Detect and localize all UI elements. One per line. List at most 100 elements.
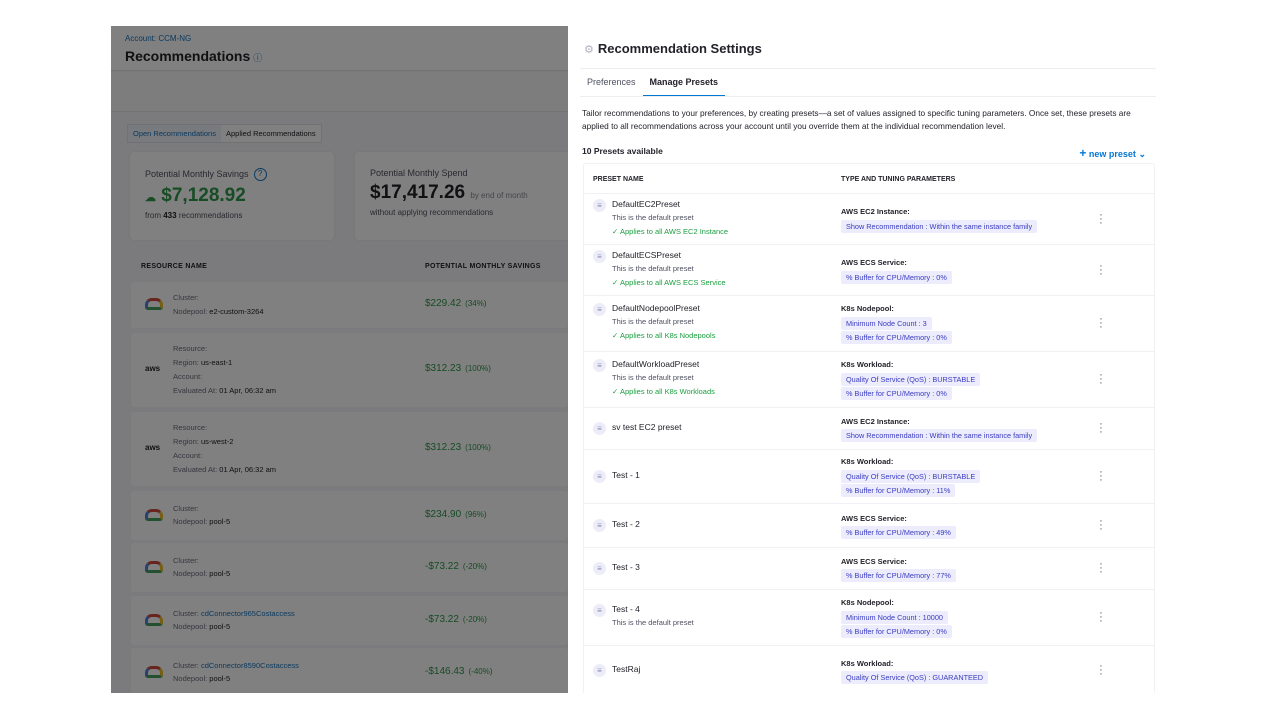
new-preset-button[interactable]: + new preset ⌄ bbox=[1079, 146, 1146, 160]
savings-label: Potential Monthly Savings bbox=[145, 168, 249, 179]
resource-line: Cluster: bbox=[173, 291, 264, 305]
list-icon: ≡ bbox=[593, 198, 606, 212]
page-title: Recommendations ⓘ bbox=[125, 48, 262, 64]
preset-name-text: DefaultECSPreset bbox=[612, 249, 681, 260]
recommendation-row[interactable]: Cluster: Nodepool: pool-5 $234.90 (96%) bbox=[131, 491, 568, 540]
recommendations-page-dimmed[interactable]: Account: CCM-NG Recommendations ⓘ Open Re… bbox=[111, 26, 568, 693]
preset-name: TestRaj bbox=[612, 664, 640, 674]
preset-row: ≡ DefaultEC2Preset This is the default pre… bbox=[584, 194, 1154, 245]
preset-applies: ✓ Applies to all AWS ECS Service bbox=[612, 278, 726, 287]
tab-applied-recommendations[interactable]: Applied Recommendations bbox=[225, 129, 316, 138]
preset-type: K8s Workload: bbox=[841, 360, 894, 370]
tab-preferences[interactable]: Preferences bbox=[587, 77, 636, 87]
line-label: Nodepool: bbox=[173, 306, 208, 316]
tuning-parameter-tag: Show Recommendation : Within the same in… bbox=[841, 219, 1038, 233]
line-label: Nodepool: bbox=[173, 622, 208, 632]
more-options-icon[interactable]: · · · bbox=[1099, 515, 1103, 535]
line-label: Account: bbox=[173, 450, 203, 460]
resource-line: Region: us-west-2 bbox=[173, 435, 276, 449]
preset-name-text: Test - 1 bbox=[612, 470, 640, 480]
list-icon: ≡ bbox=[593, 422, 606, 435]
page-title-text: Recommendations bbox=[125, 48, 251, 64]
savings-amount: $312.23 bbox=[425, 363, 462, 374]
tuning-parameter-tag: % Buffer for CPU/Memory : 49% bbox=[841, 526, 956, 539]
line-value: pool-5 bbox=[209, 622, 231, 632]
recommendation-row[interactable]: Cluster: cdConnector965Costaccess Nodepoo… bbox=[131, 596, 568, 645]
resource-line: Cluster: cdConnector8590Costaccess bbox=[173, 659, 299, 673]
recommendation-row[interactable]: aws Resource: Region: us-east-1 Account: E… bbox=[131, 333, 568, 407]
page-header: Account: CCM-NG Recommendations ⓘ bbox=[111, 26, 568, 71]
more-options-icon[interactable]: · · · bbox=[1099, 418, 1103, 438]
preset-row: ≡ Test - 1 K8s Workload: Quality Of Service… bbox=[584, 450, 1154, 504]
preset-row: ≡ DefaultECSPreset This is the default pre… bbox=[584, 245, 1154, 296]
line-label: Cluster: bbox=[173, 293, 199, 303]
more-options-icon[interactable]: · · · bbox=[1099, 466, 1103, 486]
more-options-icon[interactable]: · · · bbox=[1099, 558, 1103, 578]
gear-icon: ⚙ bbox=[584, 44, 594, 56]
preset-row: ≡ DefaultWorkloadPreset This is the defaul… bbox=[584, 352, 1154, 408]
line-label: Account: bbox=[173, 371, 203, 381]
tab-open-recommendations[interactable]: Open Recommendations bbox=[128, 125, 221, 142]
resource-line: Account: bbox=[173, 449, 276, 463]
cluster-link[interactable]: cdConnector8590Costaccess bbox=[200, 660, 299, 670]
preset-type: AWS ECS Service: bbox=[841, 556, 907, 566]
preset-applies: ✓ Applies to all K8s Nodepools bbox=[612, 331, 715, 340]
preset-description-text: This is the default preset bbox=[612, 373, 694, 382]
line-label: Cluster: bbox=[173, 503, 199, 513]
preset-description: This is the default preset bbox=[612, 618, 694, 627]
preset-type: K8s Nodepool: bbox=[841, 598, 894, 608]
spend-value: $17,417.26 bbox=[370, 182, 466, 203]
resource-line: Cluster: bbox=[173, 502, 230, 516]
preset-applies-text: Applies to all AWS ECS Service bbox=[619, 277, 726, 287]
spend-sub: without applying recommendations bbox=[370, 208, 494, 217]
preset-row: ≡ Test - 3 AWS ECS Service: % Buffer for CP… bbox=[584, 548, 1154, 590]
savings-percent: (34%) bbox=[465, 299, 487, 308]
cluster-link[interactable]: cdConnector965Costaccess bbox=[200, 608, 295, 618]
drawer-title: ⚙ Recommendation Settings bbox=[584, 41, 762, 56]
tuning-parameter-tag: % Buffer for CPU/Memory : 0% bbox=[841, 270, 952, 284]
list-icon: ≡ bbox=[593, 562, 606, 575]
line-value: 01 Apr, 06:32 am bbox=[219, 385, 277, 395]
savings-percent: (96%) bbox=[465, 509, 487, 519]
chevron-down-icon: ⌄ bbox=[1138, 149, 1146, 159]
recommendation-row[interactable]: Cluster: Nodepool: pool-5 -$73.22 (-20%) bbox=[131, 543, 568, 592]
recommendation-count: 433 bbox=[163, 211, 177, 220]
preset-name-text: TestRaj bbox=[612, 664, 641, 674]
preset-type: K8s Nodepool: bbox=[841, 304, 894, 314]
tab-manage-presets[interactable]: Manage Presets bbox=[642, 71, 726, 97]
breadcrumb-account[interactable]: Account: CCM-NG bbox=[125, 34, 192, 43]
recommendation-row[interactable]: aws Resource: Region: us-west-2 Account: E… bbox=[131, 412, 568, 486]
preset-name: sv test EC2 preset bbox=[612, 422, 681, 432]
recommendation-row[interactable]: Cluster: Nodepool: e2-custom-3264 $229.42… bbox=[131, 282, 568, 328]
line-label: Resource: bbox=[173, 344, 208, 354]
line-label: Region: bbox=[173, 437, 199, 447]
spend-suffix: by end of month bbox=[470, 191, 528, 200]
help-icon[interactable]: ? bbox=[253, 168, 267, 181]
spend-card: Potential Monthly Spend $17,417.26 by en… bbox=[355, 152, 568, 240]
more-options-icon[interactable]: · · · bbox=[1099, 607, 1103, 627]
gcp-logo-icon bbox=[145, 560, 163, 575]
recommendation-row[interactable]: Cluster: cdConnector8590Costaccess Nodepo… bbox=[131, 648, 568, 693]
cloud-icon: ☁ bbox=[145, 192, 156, 204]
line-label: Cluster: bbox=[173, 555, 199, 565]
more-options-icon[interactable]: · · · bbox=[1099, 208, 1103, 229]
preset-type: AWS EC2 Instance: bbox=[841, 416, 910, 426]
preset-name: DefaultNodepoolPreset bbox=[612, 303, 700, 313]
line-value: 01 Apr, 06:32 am bbox=[219, 464, 277, 474]
preset-description: This is the default preset bbox=[612, 317, 694, 326]
more-options-icon[interactable]: · · · bbox=[1099, 660, 1103, 680]
preset-applies-text: Applies to all K8s Nodepools bbox=[619, 331, 716, 340]
tuning-parameter-tag: % Buffer for CPU/Memory : 0% bbox=[841, 331, 952, 345]
line-label: Cluster: bbox=[173, 660, 199, 670]
preset-applies: ✓ Applies to all K8s Workloads bbox=[612, 387, 715, 396]
resource-line: Nodepool: pool-5 bbox=[173, 515, 230, 529]
preset-name-text: DefaultNodepoolPreset bbox=[612, 303, 700, 313]
more-options-icon[interactable]: · · · bbox=[1099, 313, 1103, 333]
info-icon[interactable]: ⓘ bbox=[253, 53, 263, 63]
more-options-icon[interactable]: · · · bbox=[1099, 369, 1103, 389]
more-options-icon[interactable]: · · · bbox=[1099, 259, 1103, 280]
line-value: pool-5 bbox=[209, 517, 231, 527]
tuning-parameter-tag: % Buffer for CPU/Memory : 0% bbox=[841, 387, 952, 401]
preset-description: This is the default preset bbox=[612, 264, 694, 273]
aws-logo-icon: aws bbox=[145, 443, 161, 452]
